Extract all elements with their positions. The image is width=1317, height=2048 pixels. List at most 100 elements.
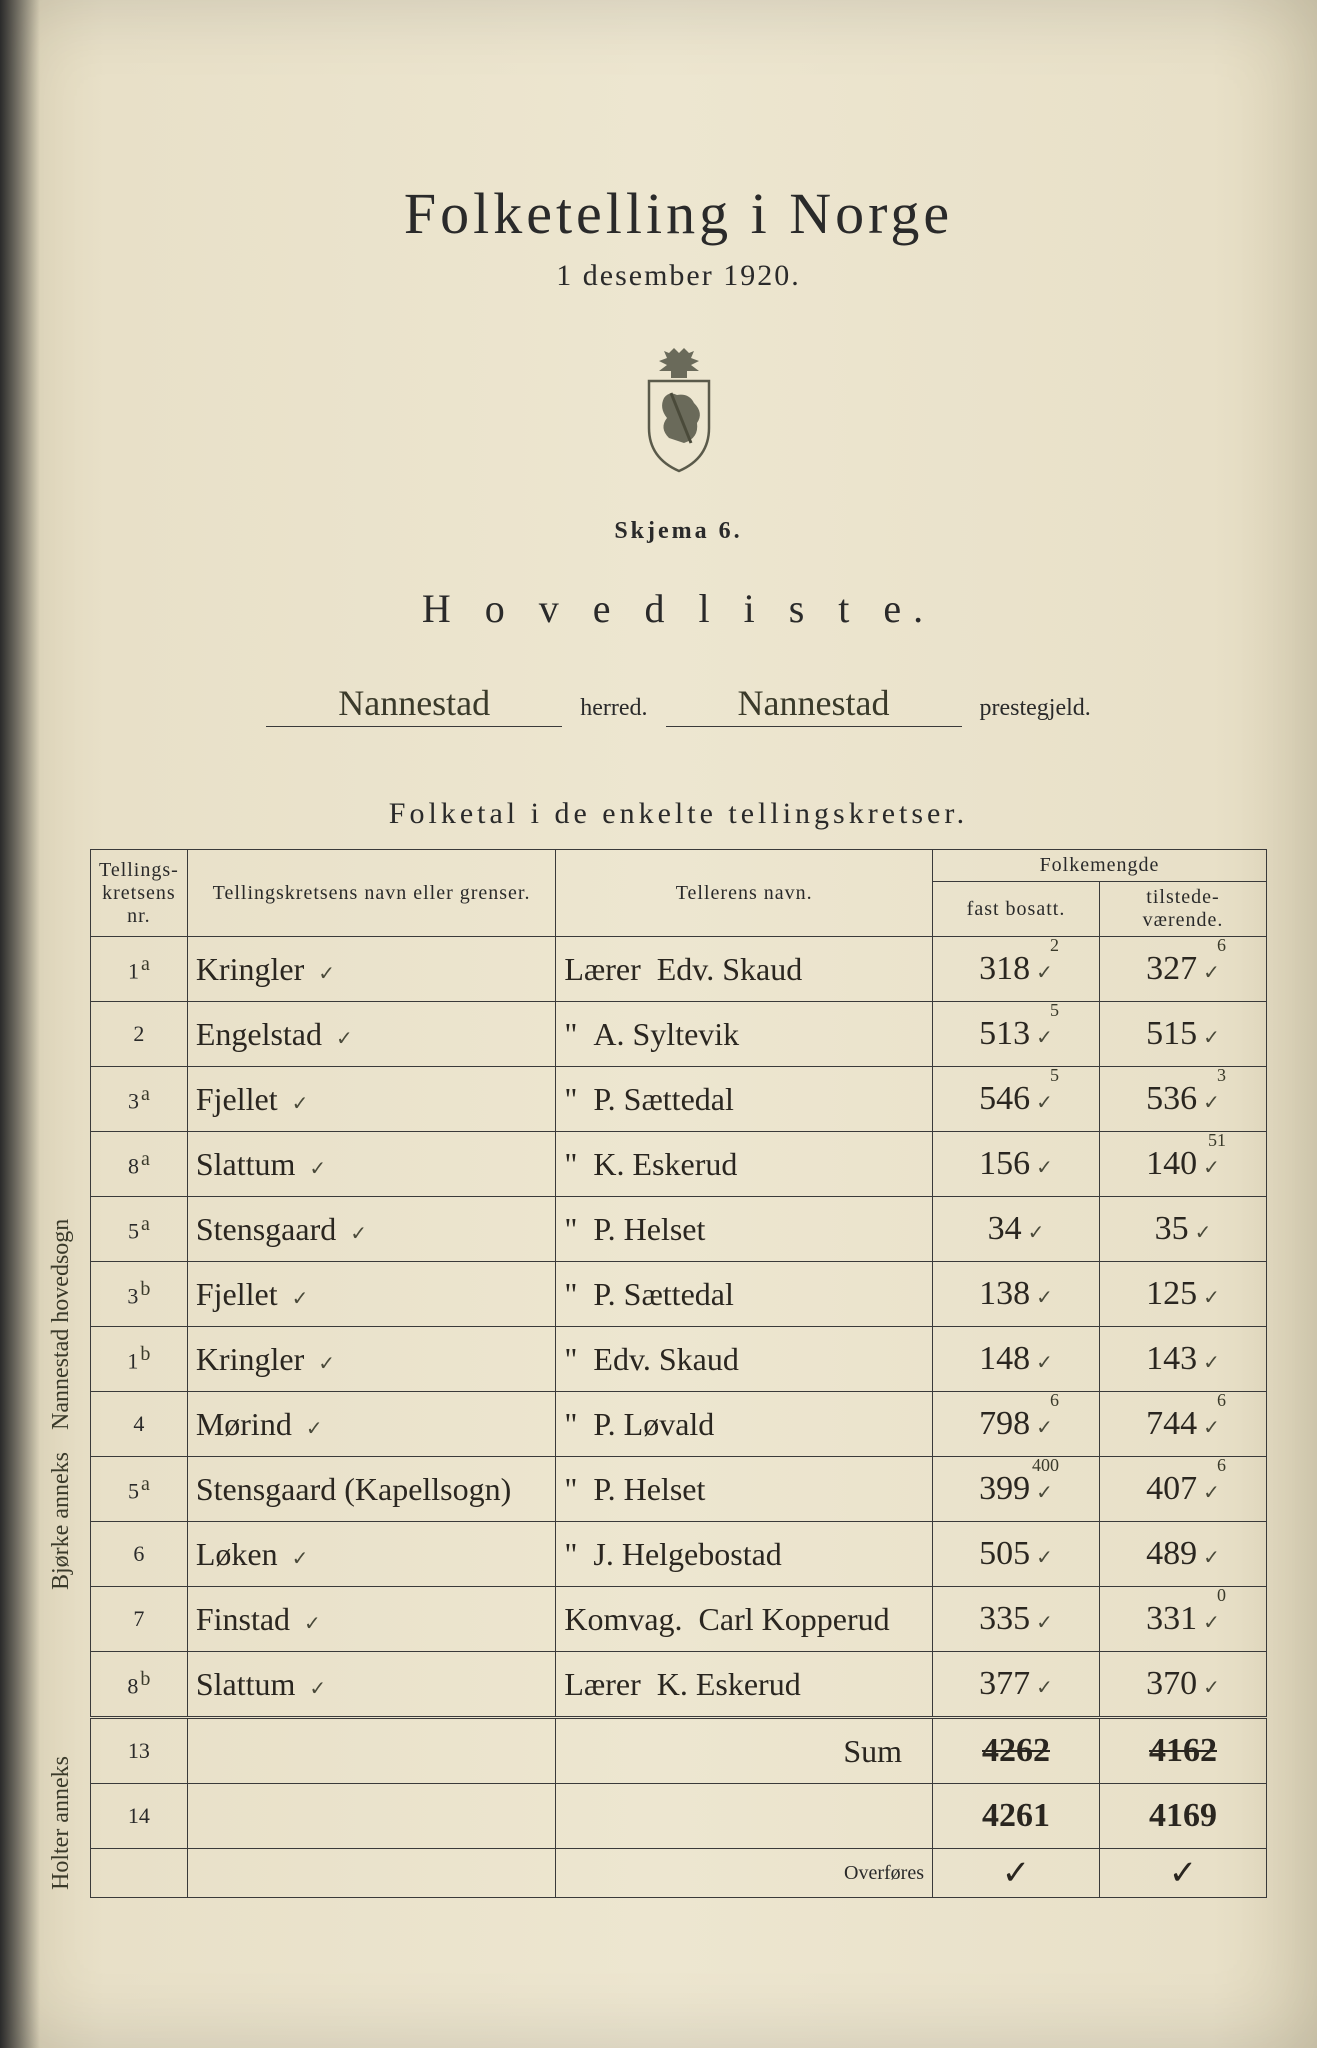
row-tilstede: 6327✓	[1100, 937, 1267, 1002]
table-title: Folketal i de enkelte tellingskretser.	[90, 797, 1267, 831]
row-fast-bosatt: 5546✓	[933, 1067, 1100, 1132]
herred-label: herred.	[580, 695, 647, 722]
row-nr: 2	[91, 1002, 188, 1067]
table-row: 7Finstad ✓Komvag. Carl Kopperud335✓0331✓	[91, 1587, 1267, 1652]
row-teller-name: " P. Helset	[556, 1457, 933, 1522]
district-line: Nannestad herred. Nannestad prestegjeld.	[90, 682, 1267, 727]
margin-note-3: Holter anneks	[48, 1700, 75, 1890]
col-fast: fast bosatt.	[933, 882, 1100, 937]
row-teller-name: " J. Helgebostad	[556, 1522, 933, 1587]
herred-value: Nannestad	[266, 682, 562, 727]
row-fast-bosatt: 377✓	[933, 1652, 1100, 1718]
margin-note-2: Bjørke anneks	[48, 1440, 75, 1590]
prestegjeld-value: Nannestad	[666, 682, 962, 727]
overfores-mark-1: ✓	[933, 1849, 1100, 1898]
row-teller-name: " P. Sættedal	[556, 1067, 933, 1132]
row-tilstede: 489✓	[1100, 1522, 1267, 1587]
row-tilstede: 3536✓	[1100, 1067, 1267, 1132]
revised-tilstede: 4169	[1100, 1784, 1267, 1849]
col-tilstede: tilstede-værende.	[1100, 882, 1267, 937]
sum-label: Sum	[556, 1718, 933, 1784]
row-tilstede: 143✓	[1100, 1327, 1267, 1392]
row-fast-bosatt: 5513✓	[933, 1002, 1100, 1067]
form-number: Skjema 6.	[90, 518, 1267, 545]
row-nr: 7	[91, 1587, 188, 1652]
row-district-name: Fjellet ✓	[187, 1067, 556, 1132]
row-nr: 1b	[91, 1327, 188, 1392]
row-teller-name: " P. Løvald	[556, 1392, 933, 1457]
row-fast-bosatt: 400399✓	[933, 1457, 1100, 1522]
row-nr: 8b	[91, 1652, 188, 1718]
table-row: 8aSlattum ✓" K. Eskerud156✓51140✓	[91, 1132, 1267, 1197]
row-nr: 4	[91, 1392, 188, 1457]
row-nr: 5a	[91, 1457, 188, 1522]
row-tilstede: 6744✓	[1100, 1392, 1267, 1457]
row-fast-bosatt: 335✓	[933, 1587, 1100, 1652]
row-district-name: Løken ✓	[187, 1522, 556, 1587]
table-row: 3bFjellet ✓" P. Sættedal138✓125✓	[91, 1262, 1267, 1327]
revised-nr: 14	[91, 1784, 188, 1849]
document-date: 1 desember 1920.	[90, 259, 1267, 293]
table-row: 6Løken ✓" J. Helgebostad505✓489✓	[91, 1522, 1267, 1587]
row-teller-name: " P. Sættedal	[556, 1262, 933, 1327]
row-nr: 3a	[91, 1067, 188, 1132]
table-row: 3aFjellet ✓" P. Sættedal5546✓3536✓	[91, 1067, 1267, 1132]
sum-row: 13 Sum42624162	[91, 1718, 1267, 1784]
overfores-mark-2: ✓	[1100, 1849, 1267, 1898]
col-teller: Tellerens navn.	[556, 850, 933, 937]
row-tilstede: 51140✓	[1100, 1132, 1267, 1197]
row-teller-name: " P. Helset	[556, 1197, 933, 1262]
census-form-page: Nannestad hovedsogn Bjørke anneks Holter…	[0, 0, 1317, 2048]
row-tilstede: 0331✓	[1100, 1587, 1267, 1652]
table-row: 2Engelstad ✓" A. Syltevik5513✓515✓	[91, 1002, 1267, 1067]
overfores-label: Overføres	[556, 1849, 933, 1898]
table-row: 5aStensgaard (Kapellsogn)" P. Helset4003…	[91, 1457, 1267, 1522]
sum-empty	[187, 1718, 556, 1784]
row-tilstede: 35✓	[1100, 1197, 1267, 1262]
coat-of-arms-icon	[90, 343, 1267, 478]
revised-fast: 4261	[933, 1784, 1100, 1849]
row-teller-name: Komvag. Carl Kopperud	[556, 1587, 933, 1652]
row-tilstede: 125✓	[1100, 1262, 1267, 1327]
row-fast-bosatt: 138✓	[933, 1262, 1100, 1327]
row-fast-bosatt: 6798✓	[933, 1392, 1100, 1457]
row-teller-name: " K. Eskerud	[556, 1132, 933, 1197]
row-teller-name: Lærer Edv. Skaud	[556, 937, 933, 1002]
row-tilstede: 515✓	[1100, 1002, 1267, 1067]
row-district-name: Fjellet ✓	[187, 1262, 556, 1327]
table-row: 5aStensgaard ✓" P. Helset34✓35✓	[91, 1197, 1267, 1262]
row-fast-bosatt: 148✓	[933, 1327, 1100, 1392]
table-row: 4Mørind ✓" P. Løvald6798✓6744✓	[91, 1392, 1267, 1457]
row-nr: 1a	[91, 937, 188, 1002]
row-teller-name: " Edv. Skaud	[556, 1327, 933, 1392]
row-district-name: Finstad ✓	[187, 1587, 556, 1652]
row-tilstede: 370✓	[1100, 1652, 1267, 1718]
row-district-name: Kringler ✓	[187, 1327, 556, 1392]
row-district-name: Stensgaard (Kapellsogn)	[187, 1457, 556, 1522]
list-heading: H o v e d l i s t e.	[90, 585, 1267, 632]
row-nr: 5a	[91, 1197, 188, 1262]
row-tilstede: 6407✓	[1100, 1457, 1267, 1522]
sum-tilstede: 4162	[1100, 1718, 1267, 1784]
row-district-name: Slattum ✓	[187, 1652, 556, 1718]
prestegjeld-label: prestegjeld.	[980, 695, 1091, 722]
col-nr: Tellings-kretsens nr.	[91, 850, 188, 937]
revised-row: 14 42614169	[91, 1784, 1267, 1849]
row-district-name: Engelstad ✓	[187, 1002, 556, 1067]
row-teller-name: Lærer K. Eskerud	[556, 1652, 933, 1718]
row-fast-bosatt: 2318✓	[933, 937, 1100, 1002]
row-district-name: Kringler ✓	[187, 937, 556, 1002]
table-row: 8bSlattum ✓Lærer K. Eskerud377✓370✓	[91, 1652, 1267, 1718]
margin-note-1: Nannestad hovedsogn	[48, 1170, 75, 1430]
row-district-name: Slattum ✓	[187, 1132, 556, 1197]
table-row: 1aKringler ✓Lærer Edv. Skaud2318✓6327✓	[91, 937, 1267, 1002]
row-nr: 6	[91, 1522, 188, 1587]
scan-edge	[0, 0, 40, 2048]
census-table: Tellings-kretsens nr. Tellingskretsens n…	[90, 849, 1267, 1898]
sum-fast: 4262	[933, 1718, 1100, 1784]
row-district-name: Stensgaard ✓	[187, 1197, 556, 1262]
row-fast-bosatt: 505✓	[933, 1522, 1100, 1587]
row-fast-bosatt: 156✓	[933, 1132, 1100, 1197]
sum-nr: 13	[91, 1718, 188, 1784]
row-district-name: Mørind ✓	[187, 1392, 556, 1457]
